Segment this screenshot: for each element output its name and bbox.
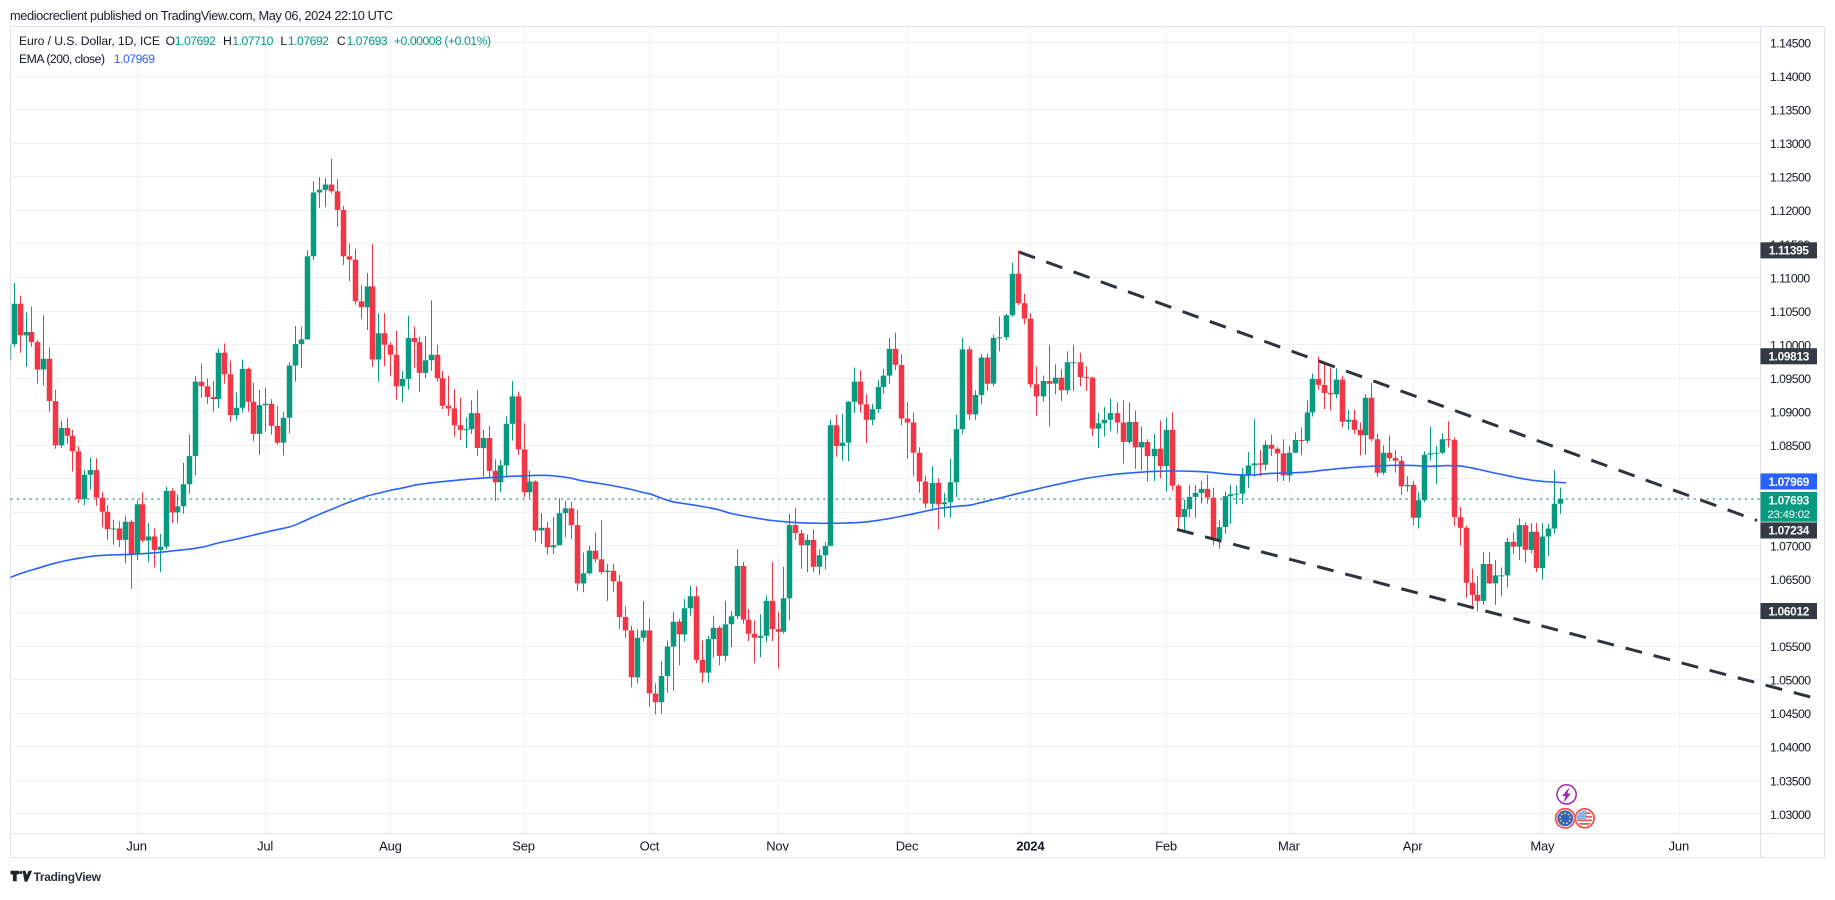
svg-text:1.11000: 1.11000 (1770, 271, 1810, 285)
svg-text:1.12500: 1.12500 (1770, 171, 1811, 185)
svg-text:1.07692: 1.07692 (175, 34, 216, 48)
svg-text:H: H (223, 34, 232, 48)
svg-text:May: May (1530, 839, 1555, 854)
svg-text:Euro / U.S. Dollar, 1D, ICE: Euro / U.S. Dollar, 1D, ICE (19, 34, 160, 48)
svg-text:+0.00008 (+0.01%): +0.00008 (+0.01%) (394, 34, 491, 48)
svg-text:1.09500: 1.09500 (1770, 372, 1811, 386)
svg-text:1.07234: 1.07234 (1768, 524, 1809, 538)
svg-text:Jul: Jul (257, 839, 273, 854)
svg-text:1.04500: 1.04500 (1770, 707, 1811, 721)
svg-text:Nov: Nov (766, 839, 789, 854)
svg-text:1.13000: 1.13000 (1770, 137, 1811, 151)
svg-text:1.07969: 1.07969 (114, 52, 156, 66)
svg-text:1.07693: 1.07693 (1768, 494, 1809, 508)
svg-text:Oct: Oct (640, 839, 660, 854)
svg-text:23:49:02: 23:49:02 (1768, 509, 1810, 521)
svg-text:1.09000: 1.09000 (1770, 405, 1811, 419)
svg-text:1.05000: 1.05000 (1770, 674, 1811, 688)
svg-text:Dec: Dec (896, 839, 919, 854)
svg-text:1.14500: 1.14500 (1770, 37, 1811, 51)
svg-text:1.03000: 1.03000 (1770, 808, 1811, 822)
svg-text:Sep: Sep (512, 839, 535, 854)
svg-text:1.04000: 1.04000 (1770, 741, 1811, 755)
svg-text:C: C (337, 34, 346, 48)
svg-text:1.07969: 1.07969 (1768, 475, 1809, 489)
svg-text:mediocreclient published on Tr: mediocreclient published on TradingView.… (10, 8, 393, 23)
svg-text:Apr: Apr (1403, 839, 1424, 854)
svg-text:1.03500: 1.03500 (1770, 774, 1811, 788)
svg-text:Jun: Jun (1669, 839, 1689, 854)
svg-text:1.07000: 1.07000 (1770, 540, 1811, 554)
svg-text:L: L (280, 34, 287, 48)
svg-text:Feb: Feb (1155, 839, 1177, 854)
svg-text:1.05500: 1.05500 (1770, 640, 1811, 654)
svg-text:O: O (166, 34, 175, 48)
svg-text:1.06500: 1.06500 (1770, 573, 1811, 587)
svg-text:1.13500: 1.13500 (1770, 104, 1811, 118)
svg-text:1.08500: 1.08500 (1770, 439, 1811, 453)
svg-text:1.07693: 1.07693 (347, 34, 388, 48)
svg-text:Aug: Aug (379, 839, 402, 854)
svg-text:1.12000: 1.12000 (1770, 204, 1811, 218)
svg-text:EMA (200, close): EMA (200, close) (19, 52, 105, 66)
svg-text:1.07692: 1.07692 (288, 34, 329, 48)
svg-text:1.14000: 1.14000 (1770, 70, 1811, 84)
svg-text:1.09813: 1.09813 (1768, 350, 1809, 364)
svg-text:1.07710: 1.07710 (232, 34, 273, 48)
svg-text:1.06012: 1.06012 (1768, 604, 1809, 618)
svg-text:1.11395: 1.11395 (1769, 244, 1810, 258)
svg-text:Jun: Jun (126, 839, 146, 854)
svg-text:Mar: Mar (1278, 839, 1301, 854)
svg-text:2024: 2024 (1016, 839, 1045, 854)
svg-text:TradingView: TradingView (34, 870, 102, 884)
svg-text:1.10500: 1.10500 (1770, 305, 1811, 319)
